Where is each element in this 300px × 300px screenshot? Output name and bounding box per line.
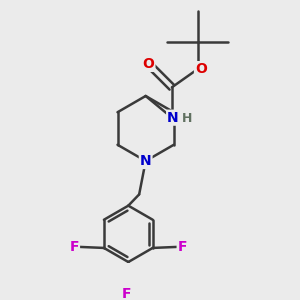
Text: N: N (167, 111, 179, 125)
Text: N: N (140, 154, 152, 168)
Text: O: O (142, 57, 154, 71)
Text: F: F (70, 240, 79, 254)
Text: O: O (195, 62, 207, 76)
Text: F: F (178, 240, 187, 254)
Text: H: H (182, 112, 192, 125)
Text: F: F (122, 287, 131, 300)
